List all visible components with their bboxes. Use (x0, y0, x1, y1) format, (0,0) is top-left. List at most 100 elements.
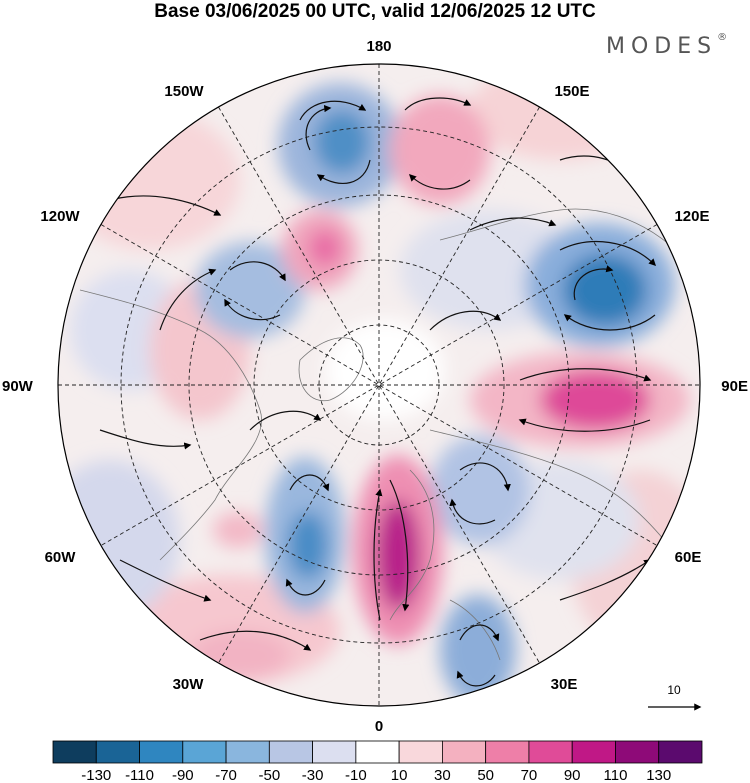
colorbar: -130 -110 -90 -70 -50 -30 -10 10 30 50 70 90 110 130 (52, 740, 703, 783)
latitude-circle (120, 126, 638, 644)
colorbar-tick-label: -110 (125, 767, 154, 783)
anomaly-neg-core (563, 254, 647, 326)
anomaly-weak-pos (470, 64, 650, 160)
registered-mark: ® (717, 32, 728, 43)
colorbar-tick-label: 30 (434, 767, 451, 783)
colorbar-bin (52, 740, 97, 764)
streamline (299, 100, 367, 121)
lon-label-0: 0 (375, 718, 383, 735)
colorbar-tick-label: -30 (302, 767, 324, 783)
colorbar-tick-label: 110 (604, 767, 628, 783)
colorbar-tick-label: 10 (391, 767, 408, 783)
coastline (79, 289, 262, 561)
lon-label-60w: 60W (45, 549, 77, 566)
anomaly-neg-core (314, 110, 370, 174)
streamline (518, 418, 651, 432)
map-disc (58, 64, 700, 706)
colorbar-bin (571, 740, 616, 764)
anomaly-neg-core (288, 511, 328, 579)
polar-cap (325, 320, 445, 420)
streamline (449, 498, 496, 525)
colorbar-bin (398, 740, 443, 764)
colorbar-tick-label: 70 (521, 767, 538, 783)
streamline (119, 559, 212, 602)
anomaly-weak-pos (60, 110, 240, 250)
anomaly-pos (213, 512, 263, 548)
graticule (58, 64, 700, 706)
streamline (159, 268, 217, 331)
streamline (559, 559, 652, 601)
streamline (573, 265, 614, 301)
streamline (316, 159, 371, 184)
coastline (439, 208, 671, 246)
streamline (404, 97, 472, 111)
streamline (305, 104, 332, 151)
colorbar-bin (182, 740, 227, 764)
map-title: Base 03/06/2025 00 UTC, valid 12/06/2025… (154, 1, 596, 22)
streamline (563, 314, 656, 331)
colorbar-tick-label: -10 (345, 767, 367, 783)
colorbar-tick-label: -70 (215, 767, 237, 783)
meridian (100, 224, 658, 546)
colorbar-tick-label: -90 (172, 767, 194, 783)
lon-label-120w: 120W (40, 208, 80, 225)
modes-logo: MODES® (606, 32, 728, 59)
coastline (429, 429, 681, 561)
streamline (389, 479, 410, 612)
streamline (249, 410, 322, 431)
colorbar-bin (615, 740, 660, 764)
streamline (373, 488, 383, 621)
meridian (100, 224, 658, 546)
colorbar-bin (528, 740, 573, 764)
streamline (456, 670, 496, 687)
colorbar-bin (658, 740, 703, 764)
meridian (218, 106, 540, 664)
streamline (459, 462, 511, 492)
meridian (218, 106, 540, 664)
brand-name: MODES (606, 34, 718, 59)
anomaly-neg (440, 595, 516, 705)
colorbar-bin (268, 740, 314, 764)
streamline (229, 261, 286, 282)
streamline (408, 173, 471, 190)
lon-label-180: 180 (366, 38, 391, 55)
colorbar-bin (95, 740, 140, 764)
colorbar-bin (441, 740, 487, 764)
wind-streamlines (99, 97, 657, 687)
lon-label-120e: 120E (674, 208, 709, 225)
anomaly-pos-core (540, 370, 650, 430)
colorbar-tick-label: 50 (477, 767, 494, 783)
lon-label-150w: 150W (164, 83, 204, 100)
lon-label-30e: 30E (551, 676, 578, 693)
lon-label-90e: 90E (721, 378, 748, 395)
anomaly-neg (195, 242, 305, 338)
streamline (459, 624, 500, 642)
colorbar-bin (139, 740, 184, 764)
colorbar-tick-label: -50 (258, 767, 280, 783)
streamline (99, 429, 192, 450)
coastline (389, 469, 435, 621)
lon-label-90w: 90W (2, 378, 34, 395)
colorbar-bin (485, 740, 530, 764)
reference-vector-label: 10 (667, 683, 681, 697)
colorbar-tick-label: -130 (81, 767, 111, 783)
map-boundary (57, 63, 701, 707)
streamline (285, 578, 326, 596)
streamline (224, 298, 281, 321)
anomaly-pos-core (376, 500, 420, 610)
coastline (298, 337, 364, 402)
colorbar-bin (355, 740, 400, 764)
anomaly-pos-core (309, 230, 341, 266)
streamline (519, 368, 652, 382)
streamline (469, 217, 557, 231)
reference-vector: 10 (648, 683, 702, 711)
colorbar-tick-label: 90 (564, 767, 581, 783)
streamline (559, 240, 657, 267)
streamline (289, 474, 330, 492)
colorbar-bin (225, 740, 270, 764)
streamline (429, 310, 502, 331)
streamline (109, 195, 222, 216)
streamline (199, 630, 312, 651)
lon-label-30w: 30W (173, 676, 205, 693)
